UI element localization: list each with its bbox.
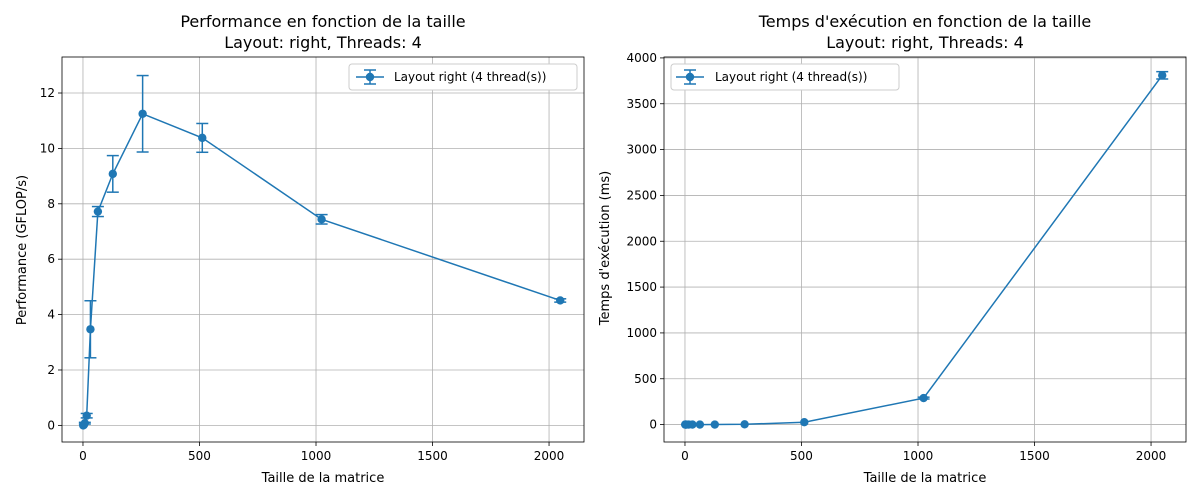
- x-tick-label: 1500: [417, 449, 448, 463]
- x-tick-label: 0: [681, 449, 689, 463]
- legend-point: [365, 72, 375, 82]
- data-point: [86, 325, 95, 334]
- y-tick-label: 8: [47, 197, 55, 211]
- y-axis-label: Performance (GFLOP/s): [15, 175, 30, 325]
- data-point: [108, 169, 118, 179]
- legend-marker: [676, 69, 704, 85]
- y-tick-label: 4000: [626, 51, 657, 65]
- data-point: [80, 418, 90, 428]
- x-tick-label: 500: [790, 449, 813, 463]
- data-point: [138, 109, 147, 118]
- execution-time-chart: Temps d'exécution en fonction de la tail…: [598, 12, 1187, 486]
- y-tick-label: 3500: [626, 97, 657, 111]
- chart-subtitle: Layout: right, Threads: 4: [826, 33, 1024, 52]
- legend-box: [348, 63, 578, 91]
- y-axis-label: Temps d'exécution (ms): [598, 171, 613, 326]
- grid: [62, 57, 584, 442]
- plot-frame: [663, 56, 1187, 443]
- y-tick-label: 2000: [626, 234, 657, 248]
- x-tick-label: 1000: [903, 449, 934, 463]
- y-tick-label: 0: [47, 418, 55, 432]
- data-point: [1158, 71, 1167, 80]
- x-tick-label: 0: [79, 449, 87, 463]
- x-axis-label: Taille de la matrice: [261, 471, 385, 486]
- data-point: [800, 418, 809, 427]
- data-point: [919, 393, 928, 403]
- legend-entry: Layout right (4 thread(s)): [394, 70, 546, 84]
- legend-point: [685, 72, 695, 82]
- data-point: [740, 420, 749, 429]
- data-point: [688, 420, 697, 429]
- series-layer: [681, 70, 1169, 429]
- grid: [664, 57, 1186, 442]
- y-tick-label: 2500: [626, 188, 657, 202]
- data-point: [710, 420, 720, 429]
- y-tick-label: 1500: [626, 280, 657, 294]
- y-tick-label: 0: [649, 418, 657, 432]
- data-point: [82, 411, 91, 420]
- data-point: [317, 215, 326, 224]
- y-tick-label: 6: [47, 252, 55, 266]
- series-layer: [78, 74, 567, 430]
- tick-layer: 0 500 1000 1500 2000 0 2 4 6 8 10 12: [40, 86, 565, 463]
- y-tick-label: 2: [47, 363, 55, 377]
- legend: Layout right (4 thread(s)): [348, 63, 578, 91]
- x-axis-label: Taille de la matrice: [863, 471, 987, 486]
- series-line: [685, 74, 1163, 426]
- legend-entry: Layout right (4 thread(s)): [715, 70, 867, 84]
- x-tick-label: 500: [188, 449, 211, 463]
- x-tick-label: 1500: [1019, 449, 1050, 463]
- performance-chart: Performance en fonction de la taille Lay…: [15, 12, 585, 486]
- y-tick-label: 3000: [626, 143, 657, 157]
- chart-title: Performance en fonction de la taille: [180, 12, 465, 31]
- x-tick-label: 2000: [1136, 449, 1167, 463]
- series-line: [82, 112, 561, 426]
- data-point: [695, 420, 705, 429]
- y-tick-label: 10: [40, 141, 55, 155]
- x-tick-label: 2000: [534, 449, 565, 463]
- legend-marker: [356, 69, 384, 85]
- legend-box: [670, 63, 900, 91]
- chart-title: Temps d'exécution en fonction de la tail…: [758, 12, 1092, 31]
- x-tick-label: 1000: [301, 449, 332, 463]
- y-tick-label: 12: [40, 86, 55, 100]
- legend: Layout right (4 thread(s)): [670, 63, 900, 91]
- plot-frame: [61, 56, 585, 443]
- y-tick-label: 1000: [626, 326, 657, 340]
- y-tick-label: 4: [47, 308, 55, 322]
- data-point: [198, 133, 207, 143]
- data-point: [93, 207, 103, 216]
- y-tick-label: 500: [634, 372, 657, 386]
- chart-subtitle: Layout: right, Threads: 4: [224, 33, 422, 52]
- tick-layer: 0 500 1000 1500 2000 0 500 1000 1500 2000 2500 3000…: [626, 51, 1166, 463]
- data-point: [556, 296, 565, 305]
